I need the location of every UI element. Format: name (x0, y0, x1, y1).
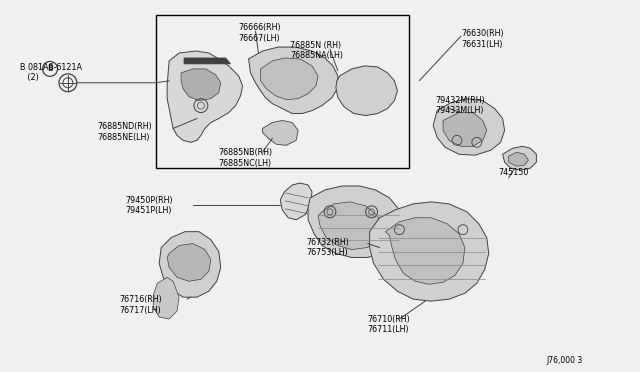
Polygon shape (443, 113, 487, 146)
Polygon shape (167, 51, 243, 142)
Text: 76630(RH)
76631(LH): 76630(RH) 76631(LH) (461, 29, 504, 49)
Polygon shape (502, 146, 536, 170)
Polygon shape (159, 232, 221, 297)
Text: J76,000 3: J76,000 3 (547, 356, 582, 365)
Text: 745150: 745150 (499, 168, 529, 177)
Text: 76885ND(RH)
76885NE(LH): 76885ND(RH) 76885NE(LH) (98, 122, 152, 142)
Polygon shape (181, 69, 221, 101)
Text: 76732(RH)
76753(LH): 76732(RH) 76753(LH) (306, 238, 349, 257)
Polygon shape (260, 58, 318, 100)
Text: 76885NB(RH)
76885NC(LH): 76885NB(RH) 76885NC(LH) (219, 148, 273, 168)
Polygon shape (280, 183, 312, 220)
Polygon shape (433, 99, 504, 155)
Polygon shape (184, 58, 230, 64)
Polygon shape (153, 277, 179, 319)
Polygon shape (336, 66, 397, 116)
Polygon shape (262, 121, 298, 145)
Text: 76666(RH)
76667(LH): 76666(RH) 76667(LH) (239, 23, 281, 43)
Polygon shape (167, 244, 211, 281)
Polygon shape (308, 186, 403, 257)
Text: 76710(RH)
76711(LH): 76710(RH) 76711(LH) (367, 315, 410, 334)
Text: 79450P(RH)
79451P(LH): 79450P(RH) 79451P(LH) (125, 196, 173, 215)
Bar (156, 15, 410, 168)
Text: B 081A6-6121A
   (2): B 081A6-6121A (2) (20, 63, 83, 82)
Polygon shape (370, 202, 489, 301)
Polygon shape (385, 218, 465, 284)
Text: 79432M(RH)
79433M(LH): 79432M(RH) 79433M(LH) (435, 96, 485, 115)
Polygon shape (509, 152, 529, 166)
Polygon shape (318, 202, 381, 250)
Text: B: B (47, 64, 53, 73)
Text: 76716(RH)
76717(LH): 76716(RH) 76717(LH) (120, 295, 163, 315)
Text: 76885N (RH)
76885NA(LH): 76885N (RH) 76885NA(LH) (290, 41, 343, 61)
Polygon shape (248, 47, 338, 113)
